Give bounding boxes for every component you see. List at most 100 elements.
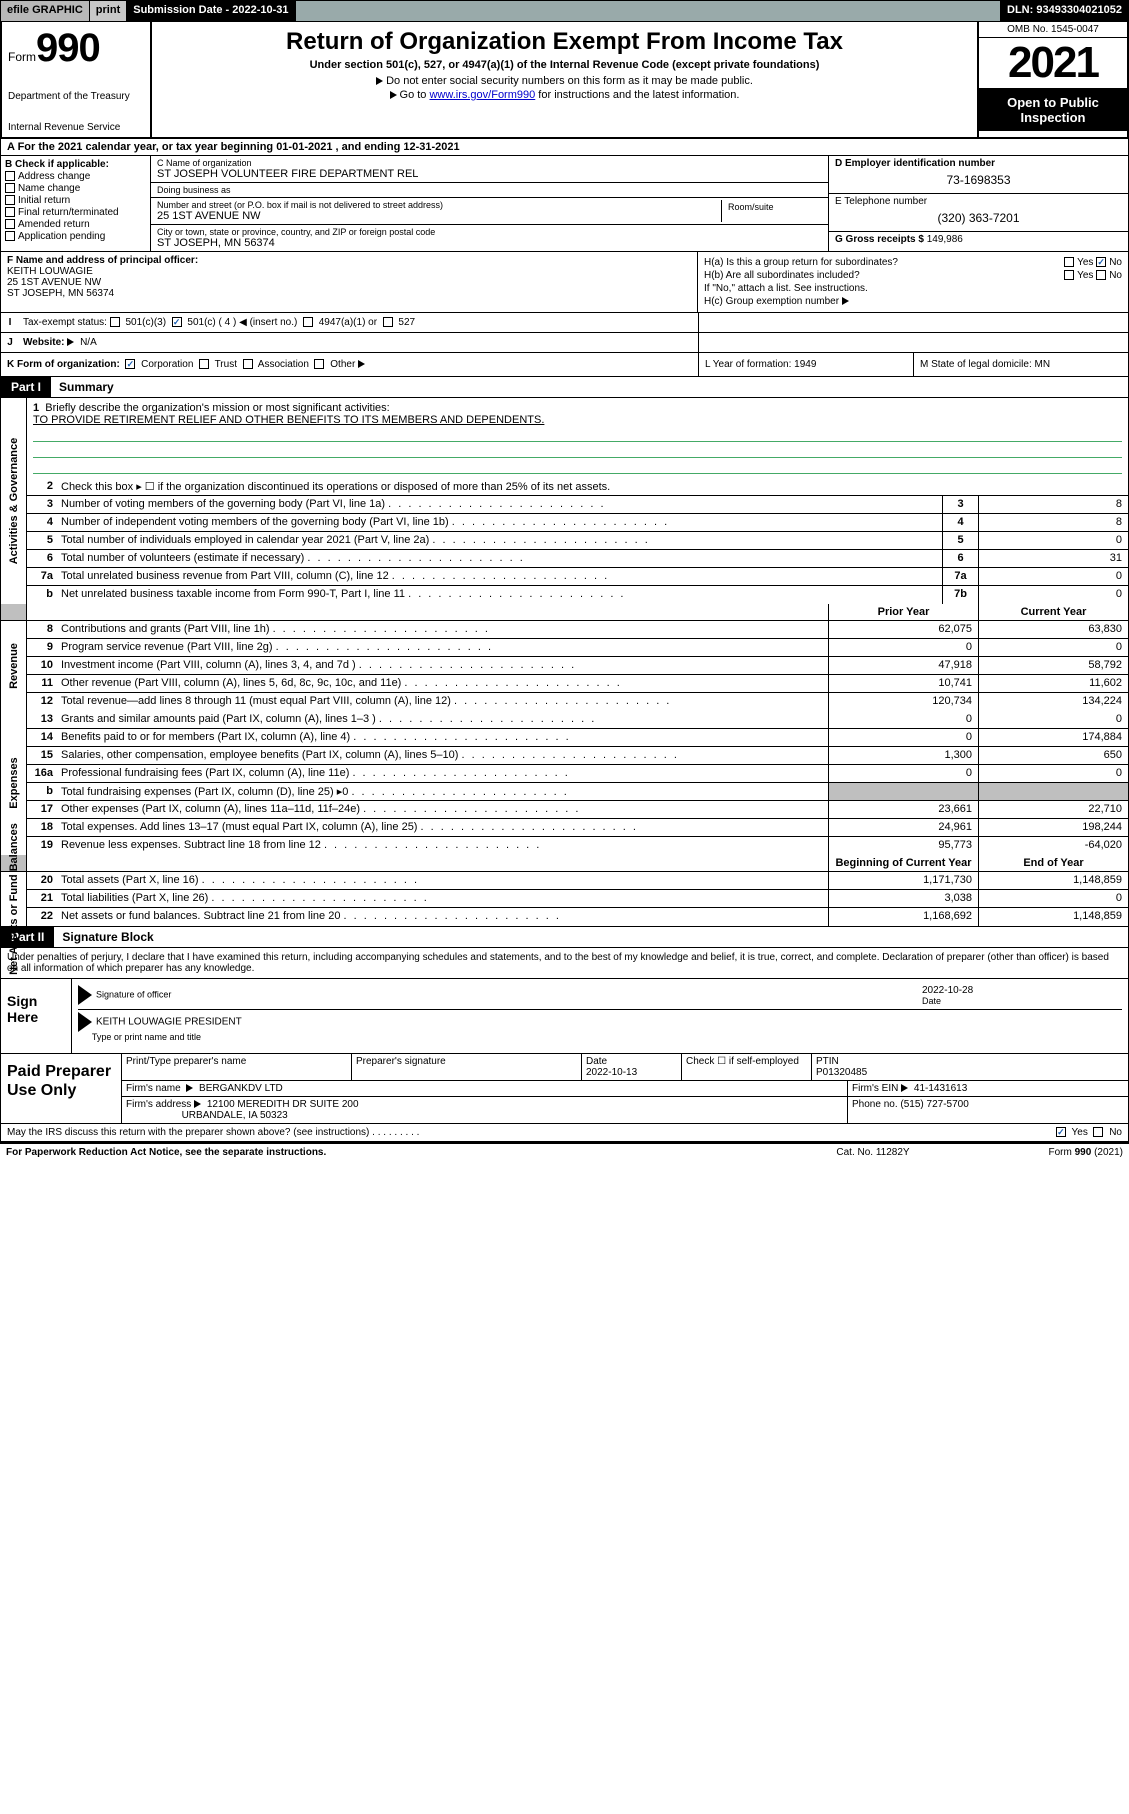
summary-row: 16aProfessional fundraising fees (Part I… bbox=[27, 765, 1128, 783]
summary-row: 21Total liabilities (Part X, line 26) 3,… bbox=[27, 890, 1128, 908]
hb-line: H(b) Are all subordinates included? Yes … bbox=[704, 270, 1122, 281]
form-num: 990 bbox=[36, 26, 100, 70]
summary-row: 10Investment income (Part VIII, column (… bbox=[27, 657, 1128, 675]
paid-grid: Print/Type preparer's name Preparer's si… bbox=[121, 1054, 1128, 1123]
triangle-icon bbox=[901, 1084, 908, 1092]
row-k-l-m: K Form of organization: Corporation Trus… bbox=[0, 353, 1129, 377]
prior-val: 1,171,730 bbox=[828, 872, 978, 889]
checkbox-checked-icon[interactable] bbox=[1056, 1127, 1066, 1137]
checkbox-icon bbox=[5, 171, 15, 181]
checkbox-checked-icon[interactable] bbox=[172, 317, 182, 327]
curr-val: 134,224 bbox=[978, 693, 1128, 711]
prior-val: 0 bbox=[828, 729, 978, 746]
line-desc: Net assets or fund balances. Subtract li… bbox=[57, 908, 828, 926]
triangle-icon bbox=[376, 77, 383, 85]
checkbox-icon[interactable] bbox=[314, 359, 324, 369]
part-i-header: Part I Summary bbox=[0, 377, 1129, 398]
officer-addr2: ST JOSEPH, MN 56374 bbox=[7, 288, 691, 299]
row-j-right bbox=[698, 333, 1128, 352]
paperwork-notice: For Paperwork Reduction Act Notice, see … bbox=[6, 1147, 773, 1158]
officer-addr1: 25 1ST AVENUE NW bbox=[7, 277, 691, 288]
checkbox-checked-icon[interactable] bbox=[125, 359, 135, 369]
checkbox-icon[interactable] bbox=[383, 317, 393, 327]
summary-row: 17Other expenses (Part IX, column (A), l… bbox=[27, 801, 1128, 819]
checkbox-icon[interactable] bbox=[1064, 257, 1074, 267]
checkbox-icon[interactable] bbox=[110, 317, 120, 327]
vtab-netassets: Net Assets or Fund Balances bbox=[1, 872, 27, 926]
checkbox-checked-icon[interactable] bbox=[1096, 257, 1106, 267]
sign-here-label: Sign Here bbox=[1, 979, 71, 1053]
form-ref: Form 990 (2021) bbox=[973, 1147, 1123, 1158]
chk-app-pending[interactable]: Application pending bbox=[5, 231, 146, 242]
checkbox-icon[interactable] bbox=[303, 317, 313, 327]
vtab-revenue: Revenue bbox=[1, 621, 27, 711]
line-num: 11 bbox=[27, 675, 57, 692]
line-num: 17 bbox=[27, 801, 57, 818]
chk-name-change[interactable]: Name change bbox=[5, 183, 146, 194]
curr-val: 63,830 bbox=[978, 621, 1128, 638]
underline bbox=[33, 460, 1122, 474]
line-desc: Net unrelated business taxable income fr… bbox=[57, 586, 942, 604]
principal-officer: F Name and address of principal officer:… bbox=[1, 252, 698, 312]
hc-line: H(c) Group exemption number bbox=[704, 296, 1122, 307]
line-desc: Total unrelated business revenue from Pa… bbox=[57, 568, 942, 585]
may-irs-row: May the IRS discuss this return with the… bbox=[0, 1124, 1129, 1142]
line-desc: Grants and similar amounts paid (Part IX… bbox=[57, 711, 828, 728]
chk-amended-return[interactable]: Amended return bbox=[5, 219, 146, 230]
curr-val bbox=[978, 783, 1128, 800]
checkbox-icon[interactable] bbox=[1096, 270, 1106, 280]
line-desc: Total expenses. Add lines 13–17 (must eq… bbox=[57, 819, 828, 836]
current-year-hdr: Current Year bbox=[978, 604, 1128, 620]
cat-no: Cat. No. 11282Y bbox=[773, 1147, 973, 1158]
chk-final-return[interactable]: Final return/terminated bbox=[5, 207, 146, 218]
firm-ein-cell: Firm's EIN 41-1431613 bbox=[848, 1081, 1128, 1096]
line-num: 14 bbox=[27, 729, 57, 746]
summary-row: 20Total assets (Part X, line 16) 1,171,7… bbox=[27, 872, 1128, 890]
line-num: 4 bbox=[27, 514, 57, 531]
chk-address-change[interactable]: Address change bbox=[5, 171, 146, 182]
checkbox-icon bbox=[5, 183, 15, 193]
col-headers-2: Beginning of Current Year End of Year bbox=[1, 855, 1128, 872]
checkbox-icon[interactable] bbox=[243, 359, 253, 369]
paid-preparer-label: Paid Preparer Use Only bbox=[1, 1054, 121, 1123]
line-num: 22 bbox=[27, 908, 57, 926]
header-left: Form990 Department of the Treasury Inter… bbox=[2, 22, 152, 137]
form-title: Return of Organization Exempt From Incom… bbox=[160, 28, 969, 56]
addr-value: 25 1ST AVENUE NW bbox=[157, 210, 721, 222]
irs-link[interactable]: www.irs.gov/Form990 bbox=[429, 89, 535, 101]
curr-val: 0 bbox=[978, 711, 1128, 728]
ein-cell: D Employer identification number 73-1698… bbox=[829, 156, 1128, 194]
curr-val: 174,884 bbox=[978, 729, 1128, 746]
gross-label: G Gross receipts $ bbox=[835, 234, 924, 245]
col-c-identity: C Name of organization ST JOSEPH VOLUNTE… bbox=[151, 156, 828, 251]
sig-officer-label: Signature of officer bbox=[96, 990, 171, 1000]
sig-name-value: KEITH LOUWAGIE PRESIDENT bbox=[96, 1017, 242, 1028]
perjury-declaration: Under penalties of perjury, I declare th… bbox=[0, 948, 1129, 979]
checkbox-icon[interactable] bbox=[1064, 270, 1074, 280]
address-row: Number and street (or P.O. box if mail i… bbox=[151, 198, 828, 225]
checkbox-icon[interactable] bbox=[199, 359, 209, 369]
line-num: 10 bbox=[27, 657, 57, 674]
phone-label: E Telephone number bbox=[835, 196, 1122, 207]
line-num: 5 bbox=[27, 532, 57, 549]
sign-here-block: Sign Here Signature of officer 2022-10-2… bbox=[0, 979, 1129, 1054]
chk-initial-return[interactable]: Initial return bbox=[5, 195, 146, 206]
checkbox-icon[interactable] bbox=[1093, 1127, 1103, 1137]
print-button[interactable]: print bbox=[90, 1, 127, 21]
top-banner: efile GRAPHIC print Submission Date - 20… bbox=[0, 0, 1129, 22]
line-box: 6 bbox=[942, 550, 978, 567]
year-formation: L Year of formation: 1949 bbox=[698, 353, 913, 376]
begin-year-hdr: Beginning of Current Year bbox=[828, 855, 978, 871]
summary-row: 7aTotal unrelated business revenue from … bbox=[27, 568, 1128, 586]
city-cell: City or town, state or province, country… bbox=[151, 225, 828, 251]
prior-val: 62,075 bbox=[828, 621, 978, 638]
triangle-icon bbox=[78, 1012, 92, 1032]
prior-val: 0 bbox=[828, 711, 978, 728]
header-center: Return of Organization Exempt From Incom… bbox=[152, 22, 977, 137]
summary-row: 22Net assets or fund balances. Subtract … bbox=[27, 908, 1128, 926]
curr-val: 22,710 bbox=[978, 801, 1128, 818]
prior-val: 120,734 bbox=[828, 693, 978, 711]
col-b-label: B Check if applicable: bbox=[5, 159, 146, 170]
line-desc: Other expenses (Part IX, column (A), lin… bbox=[57, 801, 828, 818]
prior-val: 23,661 bbox=[828, 801, 978, 818]
